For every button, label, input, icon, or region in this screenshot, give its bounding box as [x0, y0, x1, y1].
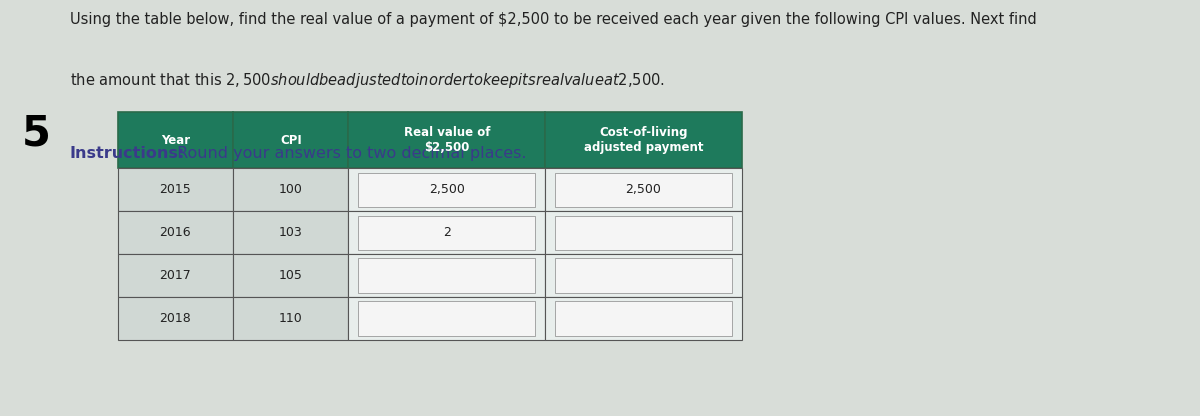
Bar: [545, 254, 742, 297]
Bar: [118, 254, 233, 297]
Text: 100: 100: [278, 183, 302, 196]
Bar: [348, 112, 545, 168]
Text: 2018: 2018: [160, 312, 191, 325]
Text: Year: Year: [161, 134, 190, 147]
Bar: [233, 211, 348, 254]
Text: 2,500: 2,500: [625, 183, 661, 196]
Bar: [545, 211, 742, 254]
Text: Instructions:: Instructions:: [70, 146, 185, 161]
Bar: [348, 254, 545, 297]
Text: 103: 103: [278, 226, 302, 239]
Text: CPI: CPI: [280, 134, 301, 147]
Bar: [118, 112, 233, 168]
Text: 110: 110: [278, 312, 302, 325]
Bar: [233, 168, 348, 211]
Bar: [118, 168, 233, 211]
Bar: [348, 168, 545, 211]
Text: Round your answers to two decimal places.: Round your answers to two decimal places…: [172, 146, 526, 161]
Text: 105: 105: [278, 269, 302, 282]
Text: the amount that this $2,500 should be adjusted to in order to keep its real valu: the amount that this $2,500 should be ad…: [70, 71, 665, 90]
Text: 2015: 2015: [160, 183, 191, 196]
Text: 2016: 2016: [160, 226, 191, 239]
Bar: [545, 112, 742, 168]
Bar: [554, 215, 732, 250]
Bar: [359, 258, 535, 293]
Bar: [118, 297, 233, 340]
Bar: [545, 297, 742, 340]
Bar: [348, 297, 545, 340]
Bar: [554, 301, 732, 336]
Text: 2017: 2017: [160, 269, 191, 282]
Bar: [359, 215, 535, 250]
Bar: [118, 211, 233, 254]
Text: 2,500: 2,500: [428, 183, 464, 196]
Bar: [359, 173, 535, 207]
Bar: [348, 211, 545, 254]
Text: Using the table below, find the real value of a payment of $2,500 to be received: Using the table below, find the real val…: [70, 12, 1037, 27]
Text: 5: 5: [22, 112, 50, 154]
Text: 2: 2: [443, 226, 451, 239]
Bar: [233, 297, 348, 340]
Bar: [554, 258, 732, 293]
Bar: [233, 112, 348, 168]
Text: Real value of
$2,500: Real value of $2,500: [403, 126, 490, 154]
Text: Cost-of-living
adjusted payment: Cost-of-living adjusted payment: [583, 126, 703, 154]
Bar: [233, 254, 348, 297]
Bar: [554, 173, 732, 207]
Bar: [545, 168, 742, 211]
Bar: [359, 301, 535, 336]
